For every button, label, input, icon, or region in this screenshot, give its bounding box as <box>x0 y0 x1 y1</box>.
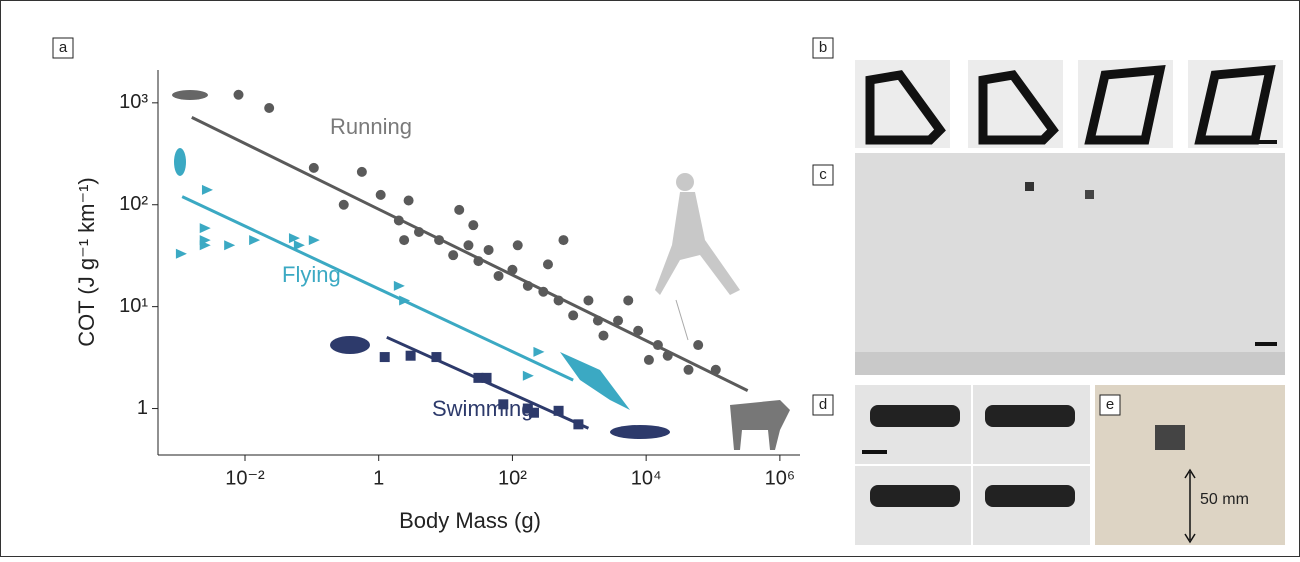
data-point <box>339 200 349 210</box>
data-point <box>523 281 533 291</box>
panel-label: e <box>1106 396 1114 413</box>
data-point <box>264 103 274 113</box>
figure: a <box>0 0 1300 557</box>
x-axis-label: Body Mass (g) <box>399 508 541 533</box>
photo-panels <box>813 38 1285 545</box>
data-point <box>711 365 721 375</box>
data-point <box>448 250 458 260</box>
data-point <box>558 235 568 245</box>
data-point <box>454 205 464 215</box>
panel-label: a <box>59 39 68 56</box>
data-point <box>431 352 441 362</box>
data-point <box>434 235 444 245</box>
series-label: Flying <box>282 262 341 287</box>
data-point <box>554 406 564 416</box>
data-point <box>414 227 424 237</box>
panel-label: b <box>819 39 827 56</box>
x-tick-label: 1 <box>373 467 384 489</box>
data-point <box>598 331 608 341</box>
y-axis-label: COT (J g⁻¹ km⁻¹) <box>74 177 99 346</box>
y-tick-label: 10³ <box>119 91 148 113</box>
x-tick-label: 10⁻² <box>225 467 265 489</box>
x-tick-label: 10² <box>498 467 527 489</box>
data-point <box>494 271 504 281</box>
data-point <box>406 351 416 361</box>
data-point <box>513 240 523 250</box>
series-label: Running <box>330 114 412 139</box>
data-point <box>463 240 473 250</box>
data-point <box>684 365 694 375</box>
x-tick-label: 10⁴ <box>631 467 662 489</box>
data-point <box>663 351 673 361</box>
y-tick-label: 10¹ <box>119 295 148 317</box>
x-tick-label: 10⁶ <box>765 467 795 489</box>
data-point <box>468 220 478 230</box>
data-point <box>573 419 583 429</box>
data-point <box>554 295 564 305</box>
y-tick-label: 10² <box>119 193 148 215</box>
data-point <box>473 256 483 266</box>
data-point <box>633 326 643 336</box>
panel-label: c <box>819 166 827 183</box>
data-point <box>380 352 390 362</box>
data-point <box>693 340 703 350</box>
data-point <box>543 259 553 269</box>
data-point <box>399 235 409 245</box>
series-label: Swimming <box>432 396 533 421</box>
data-point <box>507 265 517 275</box>
data-point <box>234 90 244 100</box>
data-point <box>357 167 367 177</box>
scale-annotation: 50 mm <box>1200 491 1249 508</box>
data-point <box>623 295 633 305</box>
panel-label: d <box>819 396 827 413</box>
data-point <box>593 316 603 326</box>
data-point <box>376 190 386 200</box>
data-point <box>394 216 404 226</box>
data-point <box>568 310 578 320</box>
data-point <box>404 196 414 206</box>
data-point <box>538 287 548 297</box>
y-tick-label: 1 <box>137 397 148 419</box>
data-point <box>309 163 319 173</box>
data-point <box>644 355 654 365</box>
data-point <box>484 245 494 255</box>
data-point <box>613 316 623 326</box>
data-point <box>482 373 492 383</box>
data-point <box>653 340 663 350</box>
data-point <box>583 295 593 305</box>
